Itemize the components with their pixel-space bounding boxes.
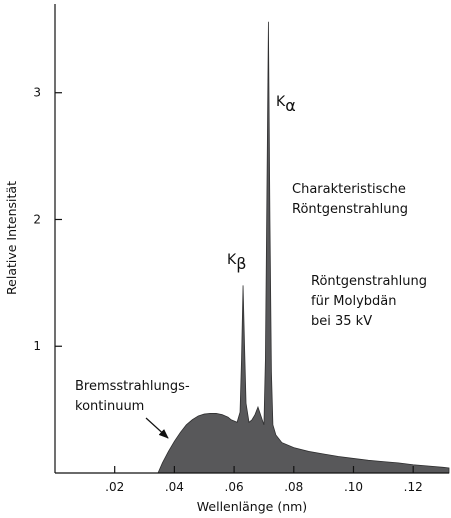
molybdenum-line-2: für Molybdän: [311, 294, 396, 309]
molybdenum-label: Röntgenstrahlung für Molybdän bei 35 kV: [311, 274, 431, 329]
k-beta-sub: β: [236, 254, 246, 273]
x-tick-label-5: .12: [404, 480, 423, 494]
y-tick-label-0: 1: [33, 339, 41, 353]
y-tick-label-1: 2: [33, 212, 41, 226]
bremsstrahlung-label: Bremsstrahlungs- kontinuum: [75, 379, 194, 414]
x-tick-label-3: .08: [284, 480, 303, 494]
k-alpha-label: Kα: [276, 94, 296, 115]
x-tick-label-2: .06: [225, 480, 244, 494]
molybdenum-line-1: Röntgenstrahlung: [311, 274, 427, 289]
x-tick-label-4: .10: [344, 480, 363, 494]
k-alpha-sub: α: [285, 96, 296, 115]
characteristic-line-1: Charakteristische: [292, 182, 406, 197]
bremsstrahlung-arrow: [145, 417, 169, 439]
x-axis-label: Wellenlänge (nm): [197, 499, 307, 514]
molybdenum-line-3: bei 35 kV: [311, 314, 372, 329]
characteristic-label: Charakteristische Röntgenstrahlung: [292, 182, 410, 217]
k-alpha-main: K: [276, 94, 286, 110]
spectrum-area: [157, 21, 450, 474]
x-tick-label-1: .04: [165, 480, 184, 494]
y-tick-label-2: 3: [33, 86, 41, 100]
y-axis-label: Relative Intensität: [4, 181, 19, 295]
bremsstrahlung-line-1: Bremsstrahlungs-: [75, 379, 190, 394]
characteristic-line-2: Röntgenstrahlung: [292, 202, 408, 217]
x-tick-label-0: .02: [105, 480, 124, 494]
k-beta-label: Kβ: [227, 252, 246, 273]
bremsstrahlung-line-2: kontinuum: [75, 399, 144, 414]
k-beta-main: K: [227, 252, 237, 268]
